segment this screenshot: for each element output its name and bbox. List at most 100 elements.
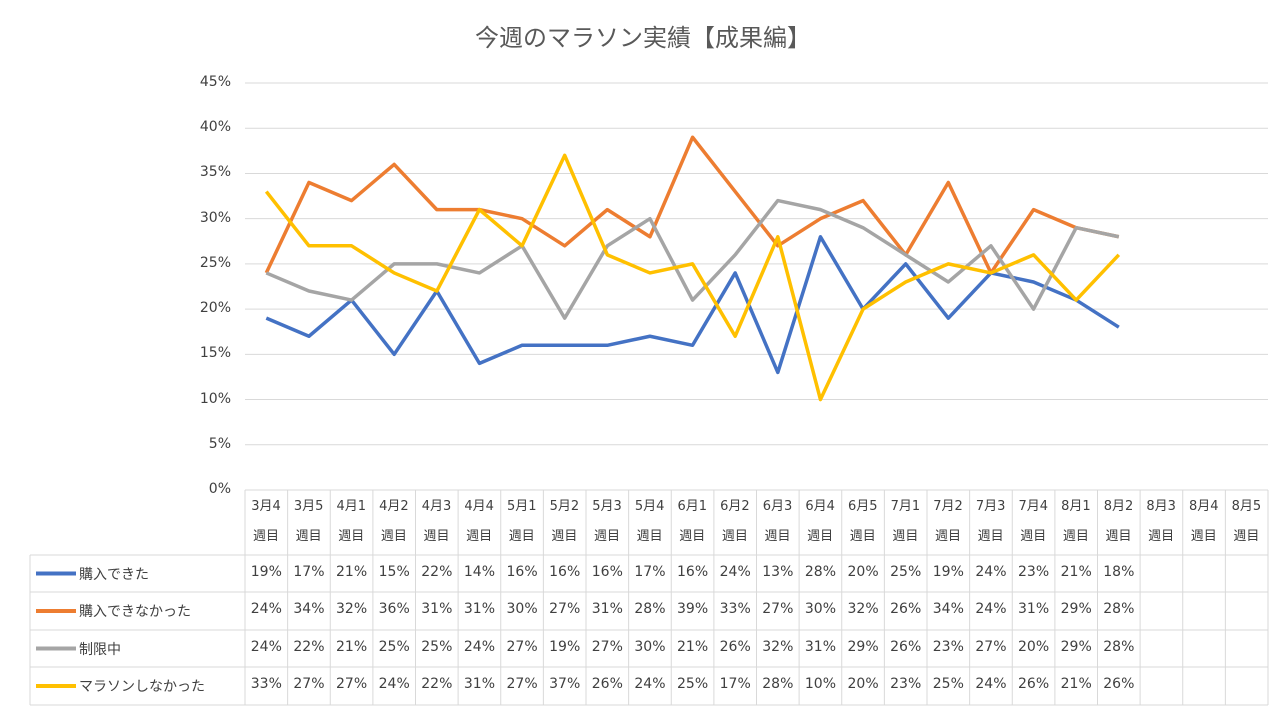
data-label: 31% — [463, 601, 495, 617]
data-label: 13% — [762, 563, 794, 580]
x-tick-label: 8月2週目 — [1103, 499, 1134, 544]
data-label: 27% — [591, 638, 623, 655]
data-label: 24% — [634, 676, 666, 692]
data-label: 21% — [677, 638, 709, 655]
data-label: 36% — [378, 601, 410, 617]
chart-title: 今週のマラソン実績【成果編】 — [475, 24, 811, 52]
data-label: 33% — [719, 601, 751, 617]
data-label: 21% — [336, 563, 368, 580]
data-label: 32% — [762, 638, 794, 655]
y-tick-label: 45% — [199, 74, 231, 90]
x-tick-label: 6月4週目 — [805, 499, 835, 544]
data-label: 27% — [336, 676, 368, 692]
data-label: 23% — [1018, 563, 1050, 580]
x-tick-label: 8月3週目 — [1146, 499, 1176, 544]
data-label: 17% — [719, 676, 751, 692]
data-label: 29% — [847, 638, 879, 655]
data-label: 28% — [634, 601, 666, 617]
data-label: 16% — [677, 563, 709, 580]
data-label: 23% — [890, 676, 922, 692]
data-label: 16% — [506, 563, 538, 580]
data-label: 26% — [890, 601, 922, 617]
data-label: 16% — [591, 563, 623, 580]
data-label: 15% — [378, 563, 410, 580]
data-label: 25% — [677, 676, 709, 692]
data-label: 21% — [336, 638, 368, 655]
data-label: 21% — [1060, 563, 1092, 580]
data-label: 14% — [463, 563, 495, 580]
x-tick-label: 8月5週目 — [1231, 499, 1262, 544]
data-label: 27% — [762, 601, 794, 617]
x-tick-label: 5月1週目 — [506, 499, 537, 544]
x-tick-label: 6月1週目 — [677, 499, 708, 544]
data-label: 33% — [250, 676, 282, 692]
data-label: 32% — [336, 601, 368, 617]
data-label: 31% — [463, 676, 495, 692]
legend-label: 購入できなかった — [79, 604, 191, 620]
x-tick-label: 6月3週目 — [762, 499, 793, 544]
x-tick-label: 3月4週目 — [251, 499, 281, 544]
data-label: 29% — [1060, 601, 1092, 617]
data-label: 27% — [549, 601, 581, 617]
data-label: 27% — [506, 638, 538, 655]
data-label: 19% — [250, 563, 282, 580]
data-label: 22% — [421, 676, 453, 692]
data-label: 20% — [847, 563, 879, 580]
data-label: 24% — [975, 601, 1007, 617]
data-label: 21% — [1060, 676, 1092, 692]
y-tick-label: 20% — [199, 300, 231, 317]
data-label: 19% — [549, 638, 581, 655]
y-tick-label: 10% — [199, 390, 231, 407]
data-label: 30% — [634, 638, 666, 655]
y-tick-label: 35% — [199, 164, 231, 181]
data-label: 37% — [549, 676, 581, 692]
y-tick-label: 25% — [199, 254, 231, 271]
x-tick-label: 7月4週目 — [1018, 499, 1049, 544]
data-label: 23% — [932, 638, 964, 655]
data-label: 25% — [378, 638, 410, 655]
data-label: 24% — [975, 676, 1007, 692]
legend-label: マラソンしなかった — [79, 679, 205, 695]
x-tick-label: 4月1週目 — [336, 499, 367, 544]
data-label: 24% — [463, 638, 495, 655]
legend-label: 購入できた — [79, 566, 149, 583]
data-label: 27% — [506, 676, 538, 692]
x-tick-label: 4月2週目 — [379, 499, 409, 544]
data-label: 31% — [1018, 601, 1050, 617]
data-label: 18% — [1103, 563, 1135, 580]
x-tick-label: 6月2週目 — [720, 499, 750, 544]
data-label: 27% — [975, 638, 1007, 655]
x-tick-label: 5月3週目 — [592, 499, 622, 544]
data-label: 28% — [1103, 638, 1135, 655]
data-label: 30% — [506, 601, 538, 617]
x-tick-label: 3月5週目 — [293, 499, 324, 544]
x-tick-label: 4月3週目 — [421, 499, 452, 544]
data-label: 24% — [250, 638, 282, 655]
data-label: 30% — [804, 601, 836, 617]
data-label: 22% — [293, 638, 325, 655]
data-label: 10% — [804, 676, 836, 692]
data-label: 32% — [847, 601, 879, 617]
data-label: 28% — [1103, 601, 1135, 617]
x-tick-label: 5月2週目 — [549, 499, 580, 544]
data-label: 17% — [634, 563, 666, 580]
x-tick-label: 6月5週目 — [847, 499, 878, 544]
data-label: 26% — [719, 638, 751, 655]
data-label: 24% — [378, 676, 410, 692]
x-tick-label: 7月2週目 — [933, 499, 963, 544]
series-line — [265, 198, 1120, 320]
data-label: 26% — [591, 676, 623, 692]
data-label: 34% — [932, 601, 964, 617]
data-label: 25% — [932, 676, 964, 692]
x-tick-label: 7月1週目 — [890, 499, 921, 544]
data-label: 26% — [890, 638, 922, 655]
series-line — [265, 235, 1120, 375]
data-label: 31% — [421, 601, 453, 617]
data-label: 28% — [804, 563, 836, 580]
legend-label: 制限中 — [79, 641, 121, 658]
data-label: 29% — [1060, 638, 1092, 655]
y-tick-label: 40% — [199, 119, 231, 136]
x-tick-label: 8月1週目 — [1061, 499, 1091, 544]
